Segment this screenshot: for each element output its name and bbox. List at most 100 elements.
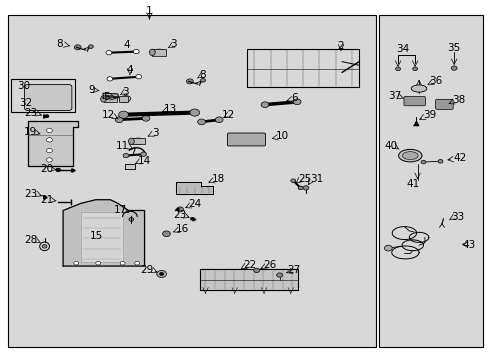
- Circle shape: [142, 116, 150, 121]
- FancyBboxPatch shape: [227, 133, 265, 146]
- Bar: [8, 15, 375, 347]
- Text: 21: 21: [41, 195, 54, 205]
- Text: 27: 27: [287, 265, 300, 275]
- Polygon shape: [199, 269, 298, 291]
- Ellipse shape: [410, 85, 426, 92]
- Circle shape: [384, 245, 391, 251]
- Circle shape: [115, 117, 123, 123]
- Text: 8: 8: [199, 70, 206, 80]
- Polygon shape: [27, 121, 78, 166]
- Circle shape: [107, 77, 113, 81]
- Text: 23: 23: [24, 189, 38, 199]
- Circle shape: [298, 186, 303, 190]
- Circle shape: [157, 270, 166, 278]
- Circle shape: [189, 109, 199, 116]
- Text: 1: 1: [145, 6, 153, 16]
- Polygon shape: [125, 164, 135, 169]
- Circle shape: [129, 218, 134, 221]
- Text: 7: 7: [129, 148, 135, 158]
- Text: 35: 35: [447, 43, 460, 53]
- Text: 25: 25: [298, 174, 311, 184]
- Text: 6: 6: [290, 93, 297, 103]
- Ellipse shape: [101, 96, 106, 102]
- Text: 9: 9: [88, 85, 95, 95]
- Text: 36: 36: [428, 76, 441, 86]
- Circle shape: [46, 158, 52, 162]
- Text: 43: 43: [461, 240, 474, 250]
- Circle shape: [46, 129, 52, 133]
- FancyBboxPatch shape: [403, 96, 425, 106]
- Text: 18: 18: [212, 174, 225, 184]
- Text: 34: 34: [396, 44, 409, 54]
- Circle shape: [88, 45, 93, 48]
- Bar: [131, 138, 145, 144]
- Text: 14: 14: [138, 156, 151, 166]
- Text: 12: 12: [222, 110, 235, 120]
- Circle shape: [200, 78, 205, 82]
- Text: 4: 4: [126, 65, 133, 75]
- Circle shape: [119, 111, 128, 118]
- Text: 42: 42: [452, 153, 466, 163]
- Ellipse shape: [131, 138, 145, 144]
- Circle shape: [120, 261, 125, 265]
- Bar: [11, 79, 75, 112]
- Text: 23: 23: [24, 108, 38, 118]
- Circle shape: [159, 273, 163, 275]
- Circle shape: [46, 138, 52, 142]
- Circle shape: [290, 179, 295, 183]
- Polygon shape: [103, 93, 119, 98]
- FancyBboxPatch shape: [435, 99, 452, 109]
- Text: 10: 10: [275, 131, 288, 141]
- Circle shape: [197, 119, 205, 125]
- Text: 28: 28: [24, 235, 38, 245]
- Text: 23: 23: [173, 210, 186, 220]
- Text: 37: 37: [387, 91, 401, 101]
- Bar: [378, 15, 483, 347]
- Ellipse shape: [152, 49, 165, 55]
- Ellipse shape: [402, 152, 417, 159]
- Circle shape: [420, 160, 425, 164]
- Circle shape: [190, 217, 194, 220]
- Circle shape: [437, 159, 442, 163]
- Circle shape: [253, 268, 259, 273]
- Circle shape: [261, 102, 268, 108]
- Ellipse shape: [398, 149, 421, 162]
- Circle shape: [186, 79, 193, 84]
- Circle shape: [42, 244, 47, 248]
- Text: 33: 33: [450, 212, 464, 221]
- Text: 29: 29: [140, 265, 153, 275]
- Circle shape: [141, 152, 146, 156]
- Ellipse shape: [119, 96, 130, 102]
- Text: 32: 32: [20, 98, 33, 108]
- Text: 3: 3: [152, 129, 159, 138]
- Circle shape: [123, 153, 129, 158]
- Text: 22: 22: [242, 260, 256, 270]
- Text: 19: 19: [23, 127, 37, 136]
- Polygon shape: [63, 200, 144, 266]
- Circle shape: [74, 45, 81, 50]
- Ellipse shape: [41, 94, 56, 102]
- Circle shape: [46, 148, 52, 153]
- Ellipse shape: [149, 49, 155, 55]
- Circle shape: [412, 67, 417, 71]
- Text: 4: 4: [123, 40, 129, 50]
- Circle shape: [395, 67, 400, 71]
- Circle shape: [74, 261, 79, 265]
- Text: 12: 12: [101, 111, 114, 121]
- Text: 8: 8: [56, 40, 62, 49]
- Circle shape: [96, 261, 101, 265]
- Circle shape: [176, 207, 183, 212]
- Text: 24: 24: [188, 199, 201, 210]
- Bar: [103, 96, 117, 102]
- Text: 26: 26: [263, 260, 276, 270]
- Polygon shape: [81, 212, 122, 262]
- Text: 17: 17: [113, 206, 126, 216]
- Circle shape: [106, 50, 112, 55]
- Circle shape: [45, 115, 49, 118]
- Text: 15: 15: [90, 231, 103, 240]
- Text: 41: 41: [405, 179, 419, 189]
- FancyBboxPatch shape: [24, 85, 72, 111]
- Circle shape: [450, 66, 456, 70]
- Text: 39: 39: [422, 111, 435, 121]
- Bar: [152, 49, 165, 55]
